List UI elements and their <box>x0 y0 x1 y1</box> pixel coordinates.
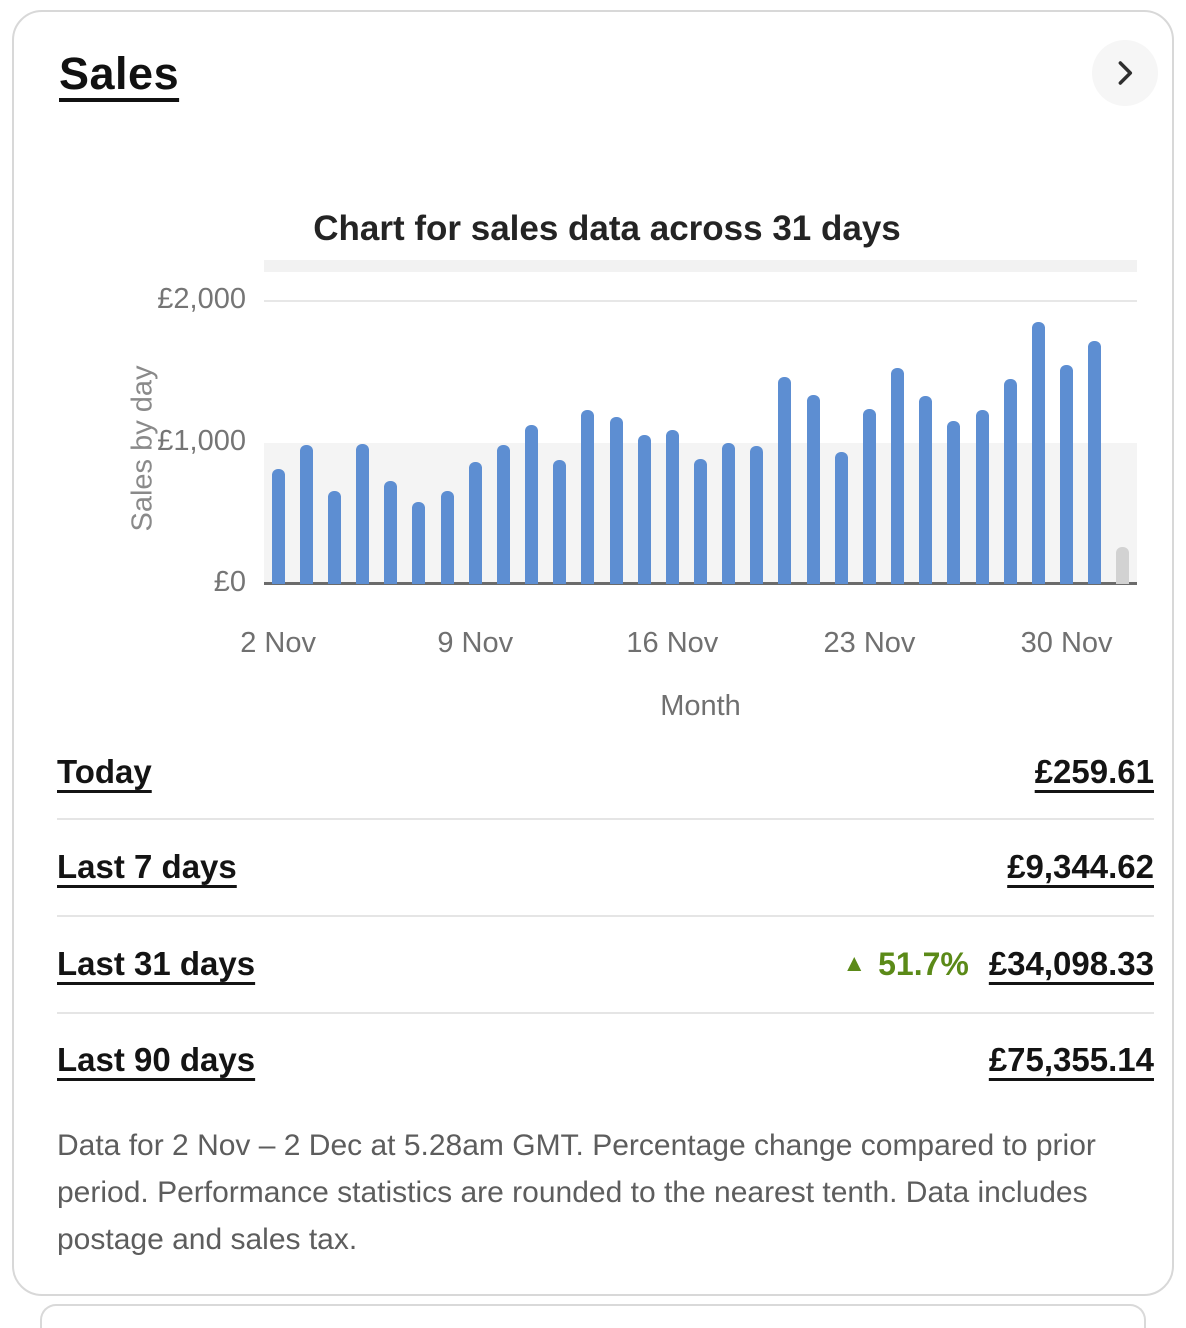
bar-30-nov[interactable] <box>1060 365 1074 584</box>
row-divider <box>57 1012 1154 1014</box>
chevron-right-icon <box>1109 57 1141 89</box>
row-divider <box>57 915 1154 917</box>
trend-up-icon: ▲ <box>842 950 867 977</box>
bar-2-nov[interactable] <box>271 469 285 584</box>
bar-27-nov[interactable] <box>975 410 989 584</box>
bar-18-nov[interactable] <box>722 443 736 584</box>
x-tick-label: 16 Nov <box>626 627 719 659</box>
x-tick-label: 9 Nov <box>437 627 514 659</box>
bar-21-nov[interactable] <box>806 395 820 584</box>
bar-7-nov[interactable] <box>412 502 426 584</box>
summary-row-last-7-days: Last 7 days £9,344.62 <box>57 835 1154 899</box>
y-tick-label: £0 <box>213 565 246 598</box>
next-card-top-edge <box>40 1304 1146 1328</box>
summary-row-last-90-days: Last 90 days £75,355.14 <box>57 1028 1154 1092</box>
last-31-days-link[interactable]: Last 31 days <box>57 945 256 982</box>
bar-15-nov[interactable] <box>637 435 651 584</box>
chart-band-top <box>264 260 1137 272</box>
bar-22-nov[interactable] <box>834 452 848 584</box>
sales-bar-chart <box>264 260 1137 585</box>
sales-card-title-link[interactable]: Sales <box>59 48 180 99</box>
bar-1-dec[interactable] <box>1088 341 1102 584</box>
bar-3-nov[interactable] <box>299 445 313 584</box>
bar-19-nov[interactable] <box>750 446 764 584</box>
last-90-days-value[interactable]: £75,355.14 <box>988 1041 1154 1078</box>
summary-row-last-31-days: Last 31 days ▲ 51.7% £34,098.33 <box>57 932 1154 996</box>
summary-row-today: Today £259.61 <box>57 740 1154 804</box>
last-31-days-value[interactable]: £34,098.33 <box>988 945 1154 982</box>
today-value[interactable]: £259.61 <box>1034 753 1154 790</box>
bar-14-nov[interactable] <box>609 417 623 584</box>
x-tick-label: 2 Nov <box>240 627 316 659</box>
x-axis-tick-labels: 2 Nov 9 Nov 16 Nov 23 Nov 30 Nov <box>240 627 1137 667</box>
sales-card-expand-button[interactable] <box>1092 40 1158 106</box>
bar-4-nov[interactable] <box>327 491 341 584</box>
bar-5-nov[interactable] <box>356 444 370 584</box>
y-tick-label: £2,000 <box>157 282 246 315</box>
data-disclaimer-note: Data for 2 Nov – 2 Dec at 5.28am GMT. Pe… <box>57 1129 1096 1256</box>
bar-17-nov[interactable] <box>694 459 707 584</box>
bar-28-nov[interactable] <box>1003 379 1017 584</box>
bar-6-nov[interactable] <box>384 481 398 584</box>
bar-26-nov[interactable] <box>947 421 961 584</box>
bar-8-nov[interactable] <box>440 491 454 584</box>
bar-29-nov[interactable] <box>1031 322 1045 584</box>
bar-11-nov[interactable] <box>525 425 539 584</box>
bar-13-nov[interactable] <box>581 410 595 584</box>
last-7-days-value[interactable]: £9,344.62 <box>1007 848 1154 885</box>
last-90-days-link[interactable]: Last 90 days <box>57 1041 256 1078</box>
today-link[interactable]: Today <box>57 753 152 790</box>
bar-20-nov[interactable] <box>778 377 792 584</box>
bar-10-nov[interactable] <box>496 445 510 584</box>
bar-24-nov[interactable] <box>891 368 905 584</box>
row-divider <box>57 818 1154 820</box>
trend-delta-percent: 51.7% <box>878 945 969 982</box>
bar-16-nov[interactable] <box>665 430 679 584</box>
gridline-2000 <box>264 300 1137 303</box>
y-tick-label: £1,000 <box>157 424 246 457</box>
bar-9-nov[interactable] <box>468 462 482 584</box>
bar-23-nov[interactable] <box>862 409 876 584</box>
last-7-days-link[interactable]: Last 7 days <box>57 848 237 885</box>
chart-title: Chart for sales data across 31 days <box>313 209 901 248</box>
y-axis-title: Sales by day <box>126 365 159 532</box>
bar-2-dec[interactable] <box>1116 547 1130 584</box>
x-tick-label: 30 Nov <box>1020 627 1113 659</box>
bar-12-nov[interactable] <box>553 460 567 584</box>
x-tick-label: 23 Nov <box>823 627 916 659</box>
x-axis-title: Month <box>660 690 741 722</box>
trend-delta: ▲ 51.7% <box>842 946 969 983</box>
sales-card: Sales Chart for sales data across 31 day… <box>12 10 1174 1296</box>
bar-25-nov[interactable] <box>919 396 933 584</box>
